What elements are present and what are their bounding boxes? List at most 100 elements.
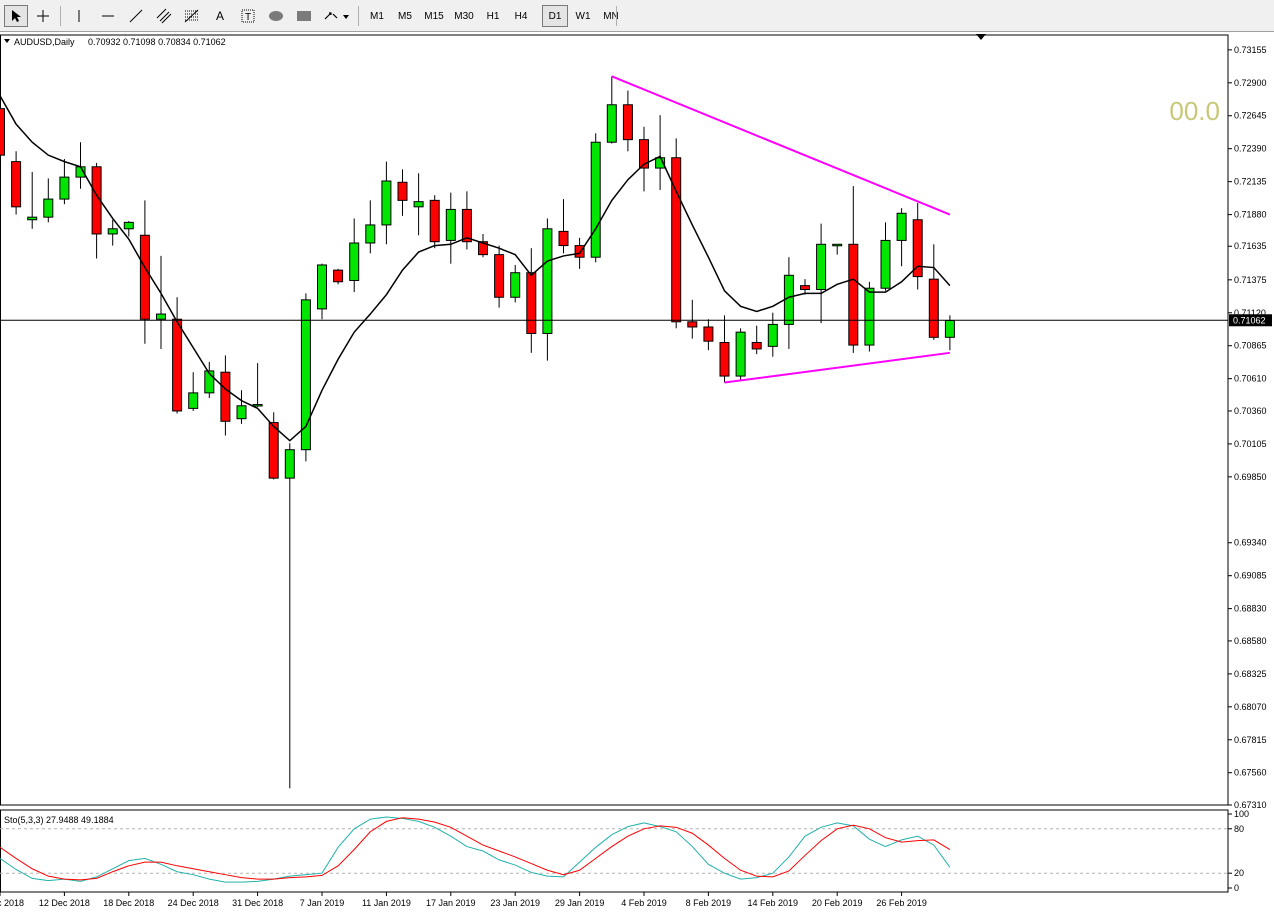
chart-area[interactable]: 0.73155 0.72900 0.72645 0.72390 0.72135 0.718… bbox=[0, 32, 1274, 913]
time-tick-label: 18 Dec 2018 bbox=[103, 898, 154, 908]
candle-body bbox=[397, 181, 408, 201]
price-tick-label: 0.69850 bbox=[1234, 472, 1267, 482]
candle bbox=[381, 161, 392, 245]
timeframe-d1-button[interactable]: D1 bbox=[542, 5, 568, 27]
price-tick-label: 0.71635 bbox=[1234, 241, 1267, 251]
candle-body bbox=[333, 269, 344, 283]
candle bbox=[43, 178, 54, 223]
price-tick-label: 0.68580 bbox=[1234, 636, 1267, 646]
candle-body bbox=[526, 272, 537, 334]
svg-text:T: T bbox=[245, 12, 251, 23]
rectangle-icon[interactable] bbox=[292, 5, 316, 27]
chart-shift-marker-icon[interactable] bbox=[976, 34, 986, 40]
timeframe-h4-button[interactable]: H4 bbox=[514, 10, 528, 22]
text-label-icon[interactable]: T bbox=[236, 5, 260, 27]
fibonacci-icon[interactable] bbox=[180, 5, 204, 27]
candle bbox=[220, 355, 231, 436]
candle-body bbox=[429, 199, 440, 243]
main-plot-border bbox=[0, 34, 1229, 806]
price-tick-label: 0.72645 bbox=[1234, 111, 1267, 121]
time-axis: 6 Dec 2018 12 Dec 2018 18 Dec 2018 24 Dec 2… bbox=[0, 892, 927, 908]
time-tick-label: 7 Jan 2019 bbox=[300, 898, 345, 908]
candle bbox=[236, 390, 247, 424]
stochastic-tick-label: 100 bbox=[1234, 809, 1249, 819]
candle bbox=[284, 443, 295, 789]
timeframe-m5-button[interactable]: M5 bbox=[398, 10, 412, 22]
candle-body bbox=[123, 221, 134, 230]
crosshair-icon[interactable] bbox=[31, 5, 55, 27]
candle-body bbox=[574, 245, 585, 258]
timeframe-w1-button[interactable]: W1 bbox=[575, 10, 591, 22]
symbol-info: AUDUSD,Daily bbox=[14, 37, 75, 47]
candle bbox=[188, 372, 199, 411]
vertical-line-icon[interactable] bbox=[67, 5, 91, 27]
candle-body bbox=[816, 243, 827, 291]
candle bbox=[542, 218, 553, 361]
time-tick-label: 17 Jan 2019 bbox=[426, 898, 476, 908]
candle-body bbox=[204, 370, 215, 394]
price-tick-label: 0.70610 bbox=[1234, 374, 1267, 384]
moving-average-line bbox=[0, 95, 951, 442]
timeframe-h1-button[interactable]: H1 bbox=[486, 10, 500, 22]
candle-body bbox=[639, 139, 649, 169]
candle-body bbox=[767, 323, 778, 347]
candle bbox=[767, 312, 778, 357]
symbol-menu-icon[interactable] bbox=[4, 39, 10, 43]
horizontal-line-icon[interactable] bbox=[96, 5, 120, 27]
candle-body bbox=[11, 161, 22, 208]
candle-body bbox=[59, 176, 70, 200]
candle bbox=[590, 133, 601, 263]
equidistant-channel-icon[interactable] bbox=[152, 5, 176, 27]
candle bbox=[365, 200, 376, 254]
candle bbox=[461, 191, 472, 250]
candle-body bbox=[751, 341, 762, 350]
chart-toolbar: A T M1 M5 M15 M30 H1 H4 D1 W1 MN bbox=[0, 0, 1274, 32]
timeframe-m1-button[interactable]: M1 bbox=[370, 10, 384, 22]
arrows-icon[interactable] bbox=[320, 5, 354, 27]
stochastic-tick-label: 20 bbox=[1234, 868, 1244, 878]
candle-body bbox=[832, 243, 843, 247]
candle-body bbox=[252, 403, 263, 407]
time-tick-label: 31 Dec 2018 bbox=[232, 898, 283, 908]
trendline bbox=[724, 351, 951, 384]
candle-body bbox=[912, 219, 923, 278]
candle bbox=[156, 255, 166, 349]
trend-line-icon[interactable] bbox=[124, 5, 148, 27]
candle-body bbox=[880, 239, 891, 289]
time-tick-label: 29 Jan 2019 bbox=[555, 898, 605, 908]
price-tick-label: 0.73155 bbox=[1234, 45, 1267, 55]
candle-body bbox=[188, 392, 199, 409]
candle-body bbox=[445, 208, 456, 241]
candle bbox=[816, 223, 827, 324]
cursor-icon[interactable] bbox=[4, 5, 28, 27]
time-tick-label: 4 Feb 2019 bbox=[621, 898, 667, 908]
price-tick-label: 0.72135 bbox=[1234, 177, 1267, 187]
timeframe-mn-button[interactable]: MN bbox=[603, 10, 619, 22]
candle bbox=[896, 208, 907, 267]
candle-body bbox=[510, 272, 521, 298]
stochastic-tick-label: 80 bbox=[1234, 824, 1244, 834]
time-tick-label: 14 Feb 2019 bbox=[748, 898, 799, 908]
timeframe-m30-button[interactable]: M30 bbox=[454, 10, 474, 22]
candle bbox=[928, 244, 939, 340]
candle-body bbox=[671, 157, 682, 323]
candle-body bbox=[381, 180, 392, 226]
candle bbox=[172, 297, 183, 414]
timeframe-m15-button[interactable]: M15 bbox=[424, 10, 444, 22]
candle bbox=[880, 222, 891, 291]
candle-body bbox=[590, 141, 601, 258]
candle bbox=[622, 90, 633, 152]
candle-body bbox=[107, 228, 118, 235]
ellipse-icon[interactable] bbox=[264, 5, 288, 27]
price-tick-label: 0.67310 bbox=[1234, 800, 1267, 810]
candle-body bbox=[606, 104, 617, 143]
price-tick-label: 0.70360 bbox=[1234, 406, 1267, 416]
candle-body bbox=[27, 216, 38, 221]
text-icon[interactable]: A bbox=[215, 9, 224, 23]
candle-body bbox=[156, 313, 166, 320]
candle bbox=[478, 233, 488, 258]
candle bbox=[655, 115, 666, 191]
price-tick-label: 0.70105 bbox=[1234, 439, 1267, 449]
candle-body bbox=[91, 166, 102, 235]
time-tick-label: 20 Feb 2019 bbox=[812, 898, 863, 908]
